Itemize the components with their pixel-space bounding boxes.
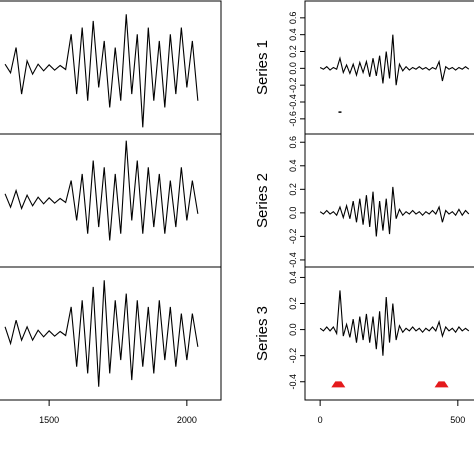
y-tick-label: -0.4 — [288, 374, 298, 390]
y-tick-label: 0.2 — [288, 183, 298, 196]
panel-frame — [304, 266, 474, 401]
y-tick-label: -0.6 — [288, 111, 298, 127]
y-tick-label: 0.2 — [288, 297, 298, 310]
y-tick-label: 0.0 — [288, 207, 298, 220]
y-tick-label: -0.2 — [288, 229, 298, 245]
x-tick-label: 0 — [318, 415, 323, 425]
panel-frame — [304, 0, 474, 135]
x-tick-label: 500 — [450, 415, 465, 425]
y-tick-label: 0.0 — [288, 323, 298, 336]
y-tick-label: 0.0 — [288, 62, 298, 75]
y-tick-label: -0.2 — [288, 348, 298, 364]
y-tick-label: 0.6 — [288, 12, 298, 25]
series-line — [319, 186, 470, 237]
series-line — [319, 34, 470, 86]
y-tick-label: -0.4 — [288, 252, 298, 268]
series-line — [4, 280, 199, 387]
y-axis-title: Series 1 — [254, 40, 271, 95]
series-line — [319, 290, 470, 356]
y-tick-label: 0.4 — [288, 271, 298, 284]
event-marker — [434, 381, 449, 388]
event-marker — [331, 381, 346, 388]
panel-frame — [0, 0, 222, 135]
y-axis-title: Series 3 — [254, 306, 271, 361]
y-tick-label: -0.4 — [288, 94, 298, 110]
y-tick-label: -0.2 — [288, 77, 298, 93]
y-tick-label: 0.2 — [288, 45, 298, 58]
panel-frame — [304, 133, 474, 268]
y-axis-title: Series 2 — [254, 173, 271, 228]
panel-frame — [0, 133, 222, 268]
x-tick-label: 2000 — [177, 415, 197, 425]
series-line — [4, 14, 199, 128]
y-tick-label: 0.4 — [288, 160, 298, 173]
series-line — [4, 140, 199, 241]
x-tick-label: 1500 — [39, 415, 59, 425]
y-tick-label: 0.4 — [288, 28, 298, 41]
y-tick-label: 0.6 — [288, 136, 298, 149]
panel-frame — [0, 266, 222, 401]
